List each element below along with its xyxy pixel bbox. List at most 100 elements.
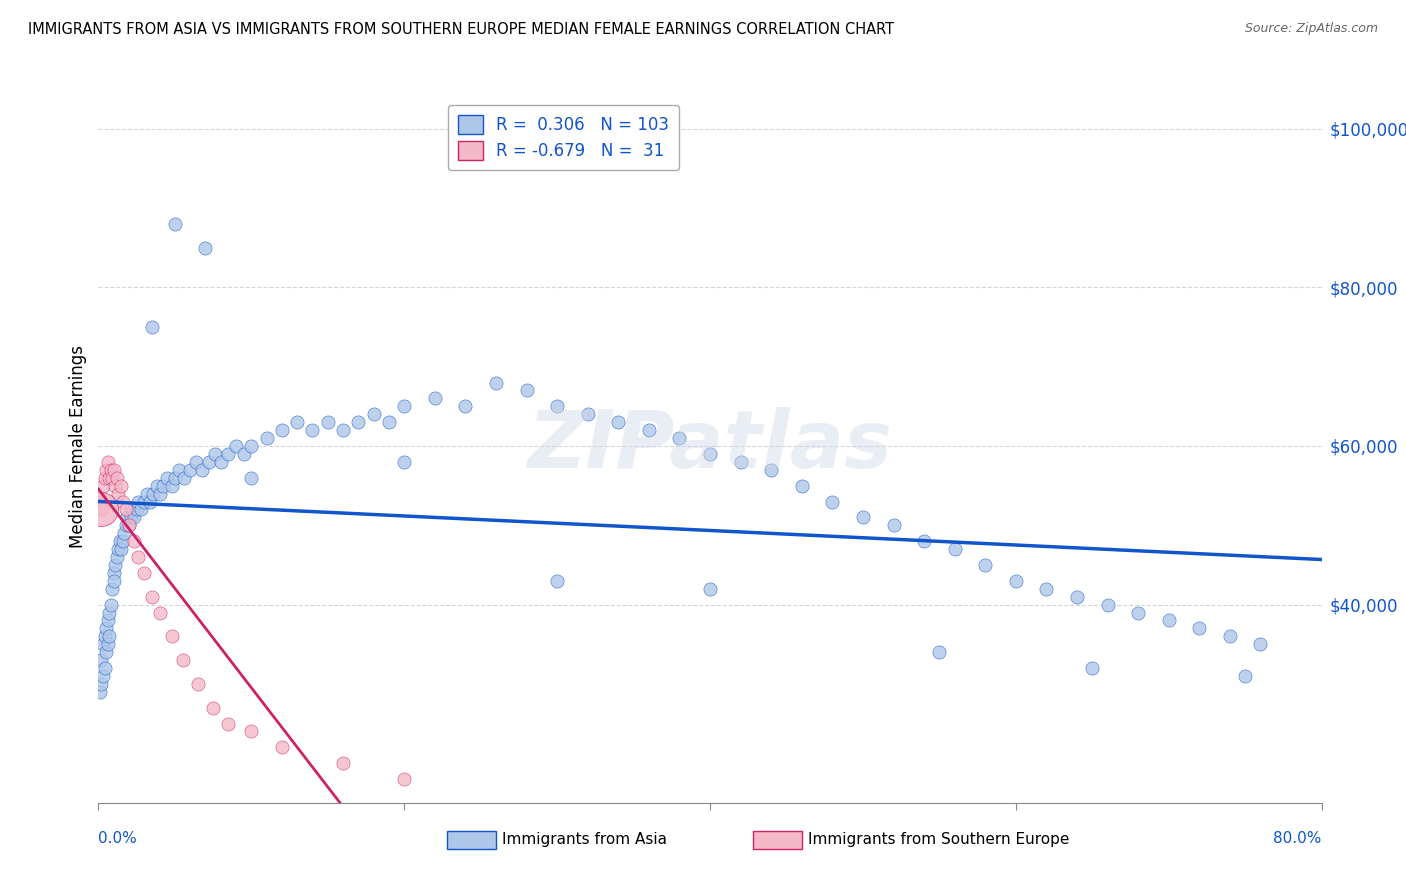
- Point: [160, 478, 183, 492]
- Point: [1081, 661, 1104, 675]
- Point: [699, 447, 721, 461]
- Point: [730, 455, 752, 469]
- Point: [761, 463, 783, 477]
- Y-axis label: Median Female Earnings: Median Female Earnings: [69, 344, 87, 548]
- Text: 0.0%: 0.0%: [98, 831, 138, 847]
- Point: [485, 376, 508, 390]
- Point: [104, 478, 127, 492]
- Point: [98, 606, 121, 620]
- Point: [699, 582, 721, 596]
- Point: [118, 518, 141, 533]
- Point: [91, 478, 114, 492]
- Point: [240, 724, 263, 739]
- Point: [1097, 598, 1119, 612]
- Point: [142, 486, 165, 500]
- Point: [127, 549, 149, 564]
- Point: [94, 463, 117, 477]
- Point: [118, 518, 141, 533]
- Point: [90, 677, 112, 691]
- Point: [790, 478, 813, 492]
- Point: [107, 486, 129, 500]
- Bar: [752, 831, 801, 849]
- Text: Immigrants from Asia: Immigrants from Asia: [502, 832, 666, 847]
- Point: [134, 566, 156, 580]
- Point: [186, 455, 208, 469]
- Point: [156, 471, 179, 485]
- Point: [111, 494, 134, 508]
- Point: [1234, 669, 1257, 683]
- Point: [332, 423, 354, 437]
- Bar: [447, 831, 496, 849]
- Point: [974, 558, 997, 572]
- Point: [145, 478, 167, 492]
- Point: [91, 637, 114, 651]
- Point: [1219, 629, 1241, 643]
- Point: [217, 447, 239, 461]
- Point: [240, 471, 263, 485]
- Point: [270, 423, 294, 437]
- Point: [139, 494, 162, 508]
- Text: IMMIGRANTS FROM ASIA VS IMMIGRANTS FROM SOUTHERN EUROPE MEDIAN FEMALE EARNINGS C: IMMIGRANTS FROM ASIA VS IMMIGRANTS FROM …: [28, 22, 894, 37]
- Point: [173, 471, 195, 485]
- Point: [1128, 606, 1150, 620]
- Point: [187, 677, 209, 691]
- Point: [111, 534, 134, 549]
- Point: [285, 415, 308, 429]
- Legend: R =  0.306   N = 103, R = -0.679   N =  31: R = 0.306 N = 103, R = -0.679 N = 31: [447, 104, 679, 169]
- Point: [105, 471, 128, 485]
- Point: [105, 549, 128, 564]
- Point: [160, 629, 183, 643]
- Point: [852, 510, 875, 524]
- Point: [172, 653, 194, 667]
- Point: [103, 574, 125, 588]
- Point: [1188, 621, 1211, 635]
- Point: [112, 526, 135, 541]
- Point: [191, 463, 214, 477]
- Text: 80.0%: 80.0%: [1274, 831, 1322, 847]
- Point: [163, 217, 186, 231]
- Point: [256, 431, 278, 445]
- Point: [883, 518, 905, 533]
- Point: [100, 598, 122, 612]
- Point: [179, 463, 201, 477]
- Point: [93, 629, 115, 643]
- Point: [209, 455, 232, 469]
- Point: [1035, 582, 1057, 596]
- Point: [912, 534, 935, 549]
- Point: [107, 542, 129, 557]
- Point: [217, 716, 239, 731]
- Point: [93, 661, 115, 675]
- Point: [134, 494, 156, 508]
- Point: [347, 415, 370, 429]
- Point: [98, 629, 121, 643]
- Point: [1066, 590, 1088, 604]
- Point: [115, 502, 138, 516]
- Point: [363, 407, 385, 421]
- Point: [928, 645, 950, 659]
- Point: [240, 439, 263, 453]
- Point: [225, 439, 247, 453]
- Point: [1250, 637, 1272, 651]
- Point: [110, 478, 132, 492]
- Point: [270, 740, 294, 755]
- Point: [392, 400, 416, 414]
- Point: [668, 431, 690, 445]
- Point: [546, 574, 568, 588]
- Point: [91, 502, 114, 516]
- Point: [122, 510, 145, 524]
- Point: [943, 542, 966, 557]
- Point: [115, 518, 138, 533]
- Point: [204, 447, 226, 461]
- Point: [104, 558, 127, 572]
- Point: [149, 486, 172, 500]
- Point: [1004, 574, 1026, 588]
- Point: [169, 463, 191, 477]
- Point: [136, 486, 159, 500]
- Point: [637, 423, 661, 437]
- Point: [101, 582, 124, 596]
- Text: Immigrants from Southern Europe: Immigrants from Southern Europe: [808, 832, 1069, 847]
- Point: [197, 455, 219, 469]
- Point: [97, 614, 120, 628]
- Point: [332, 756, 354, 771]
- Point: [378, 415, 401, 429]
